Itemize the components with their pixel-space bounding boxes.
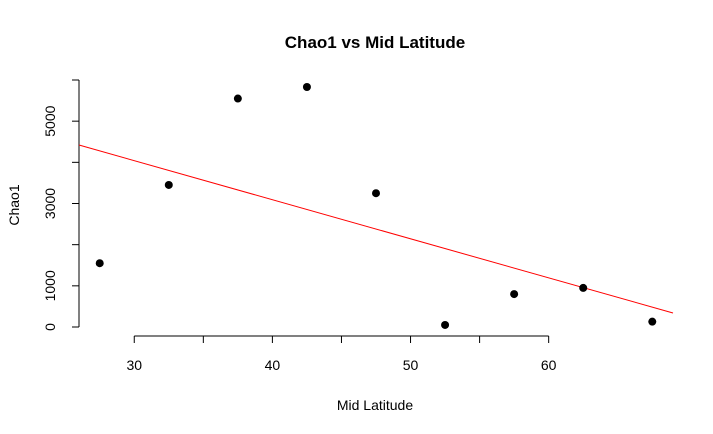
- data-point: [233, 94, 242, 103]
- data-point: [510, 290, 519, 299]
- x-tick-label: 30: [126, 357, 142, 373]
- x-tick-label: 50: [403, 357, 419, 373]
- y-tick-label: 1000: [42, 270, 58, 301]
- y-tick-label: 0: [42, 323, 58, 331]
- regression-line-group: [78, 144, 674, 314]
- data-point: [95, 259, 104, 268]
- x-tick-label: 40: [265, 357, 281, 373]
- y-tick-label: 5000: [42, 105, 58, 136]
- chart-title: Chao1 vs Mid Latitude: [285, 33, 465, 52]
- x-axis-label: Mid Latitude: [337, 397, 413, 413]
- data-point: [164, 180, 173, 189]
- regression-line: [78, 144, 674, 314]
- data-point: [579, 283, 588, 292]
- data-points: [95, 82, 657, 329]
- data-point: [441, 320, 450, 329]
- data-point: [648, 317, 657, 326]
- axes: 0 1000 3000 5000 30 40 50 60: [42, 79, 557, 373]
- y-tick-label: 3000: [42, 188, 58, 219]
- x-tick-label: 60: [541, 357, 557, 373]
- data-point: [302, 82, 311, 91]
- data-point: [372, 189, 380, 198]
- y-axis-label: Chao1: [6, 184, 22, 225]
